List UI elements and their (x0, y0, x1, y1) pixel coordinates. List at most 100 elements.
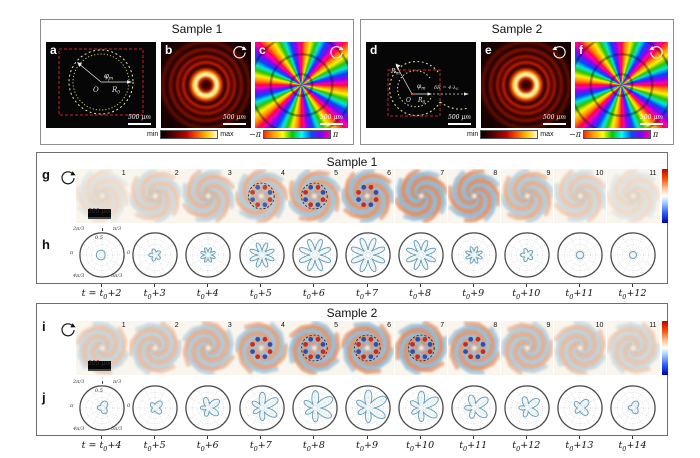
edge-fade (394, 321, 448, 375)
panel-b-intensity: b 500 μm (161, 42, 251, 128)
intensity-gradient (160, 129, 219, 139)
axis-tick (366, 436, 368, 439)
time-label: t0+14 (606, 436, 659, 453)
time-label: t0+12 (606, 284, 659, 301)
rm-arrow (395, 64, 413, 95)
axis-tick (419, 284, 421, 287)
time-label-row: t = t0+2 t0+3 t0+4 t0+5 t0+6 t0+7 t0+8 t0+9 t0+1… (75, 284, 660, 301)
colorbar-pi-label: π (332, 129, 339, 139)
polar-axis-label: π/3 (113, 226, 122, 232)
frame-number: 3 (227, 322, 232, 329)
wave-frame-g-4: 4 (235, 169, 288, 223)
axis-tick (101, 284, 103, 287)
scalebar-line (640, 123, 663, 125)
wave-frame-i-3: 3 (182, 321, 235, 375)
edge-fade (182, 321, 235, 375)
axis-tick (472, 436, 474, 439)
edge-fade (341, 169, 395, 223)
colorbar-max-label: max (220, 130, 234, 138)
phi-label: φm (417, 83, 425, 91)
polar-plot-h-3 (182, 229, 235, 281)
panel-e-intensity: e 500 μm (481, 42, 571, 128)
panel-letter: f (579, 43, 583, 57)
phi-arrow (77, 62, 102, 83)
sample1-series-title: Sample 1 (326, 155, 378, 169)
polar-axis-label: 4π/3 (73, 273, 85, 279)
polar-plot-h-9 (501, 229, 554, 281)
scalebar-line (448, 123, 471, 125)
frame-number: 11 (649, 322, 657, 329)
time-label: t0+9 (447, 284, 500, 301)
wave-frame-i-4: 4 (235, 321, 288, 375)
wave-frame-i-9: 9 (500, 321, 554, 375)
roi-dashed-square (58, 48, 144, 116)
polar-axis-label: π (70, 250, 74, 256)
frame-number: 4 (280, 170, 285, 177)
edge-fade (500, 169, 554, 223)
panel-letter: e (485, 43, 492, 57)
panel-letter-j: j (42, 390, 46, 405)
time-label: t0+7 (340, 284, 393, 301)
scalebar: 500 μm (88, 209, 111, 219)
radius-arrowhead (127, 80, 132, 84)
polar-plot-j-5 (288, 382, 341, 434)
edge-fade (235, 169, 288, 223)
axis-tick (313, 436, 315, 439)
axis-tick (260, 436, 262, 439)
axis-tick (525, 284, 527, 287)
time-label: t0+8 (287, 436, 340, 453)
panel-a-microscopy: φm O R0 a 500 μm (46, 42, 156, 128)
origin-label: O (406, 97, 411, 104)
origin-label: O (93, 86, 99, 94)
rotation-ccw-icon (649, 46, 663, 59)
polar-axis-label: 0.5 (95, 235, 103, 241)
time-label: t0+6 (287, 284, 340, 301)
panel-letter-i: i (42, 319, 46, 334)
wave-frame-g-1: 1 500 μm (76, 169, 129, 223)
polar-plot-h-6 (341, 229, 394, 281)
axis-tick (154, 436, 156, 439)
axis-tick (578, 284, 580, 287)
rotation-cw-icon (330, 46, 344, 59)
polar-axis-label: π (70, 403, 74, 409)
polar-plot-j-8 (448, 382, 501, 434)
colorbar-minuspi-label: −π (249, 129, 261, 139)
panel-letter: a (50, 43, 57, 57)
edge-fade (447, 169, 501, 223)
polar-axis-label: 2π/3 (73, 379, 85, 385)
frame-number: 8 (493, 170, 498, 177)
edge-fade (553, 169, 607, 223)
outer-dotted-ring (68, 49, 134, 115)
edge-fade (553, 321, 607, 375)
axis-tick (419, 436, 421, 439)
frame-number: 7 (440, 170, 445, 177)
edge-fade (394, 169, 448, 223)
sample1-overview-title: Sample 1 (171, 22, 223, 36)
polar-plot-h-7 (395, 229, 448, 281)
intensity-colorbar: min max (465, 129, 556, 139)
phase-gradient (582, 129, 651, 139)
rotation-ccw-icon (552, 46, 566, 59)
wave-frame-g-6: 6 (341, 169, 395, 223)
time-label: t0+8 (394, 284, 447, 301)
edge-fade (606, 169, 660, 223)
edge-fade (288, 321, 341, 375)
edge-fade (500, 321, 554, 375)
polar-axis-label: 5π/3 (111, 273, 123, 279)
time-label: t0+10 (500, 284, 553, 301)
colorbar-max-label: max (540, 130, 554, 138)
polar-top-tick (102, 228, 103, 231)
frame-number: 10 (595, 322, 604, 329)
radius-label: R0 (417, 97, 426, 105)
polar-plot-h-10 (554, 229, 607, 281)
sample2-series-title: Sample 2 (326, 306, 378, 320)
frame-number: 6 (387, 170, 392, 177)
polar-plot-row: 2π/3 π/3 π 0 4π/3 5π/3 0.5 (70, 226, 660, 281)
time-label: t0+5 (128, 436, 181, 453)
panel-d-microscopy: Rm φm O R0 δR = 4·λ0 d 500 μm (366, 42, 476, 128)
rotation-cw-icon (233, 46, 247, 59)
time-label: t = t0+4 (75, 436, 128, 453)
phase-colorbar: −π π (247, 129, 340, 139)
frame-number: 10 (595, 170, 604, 177)
